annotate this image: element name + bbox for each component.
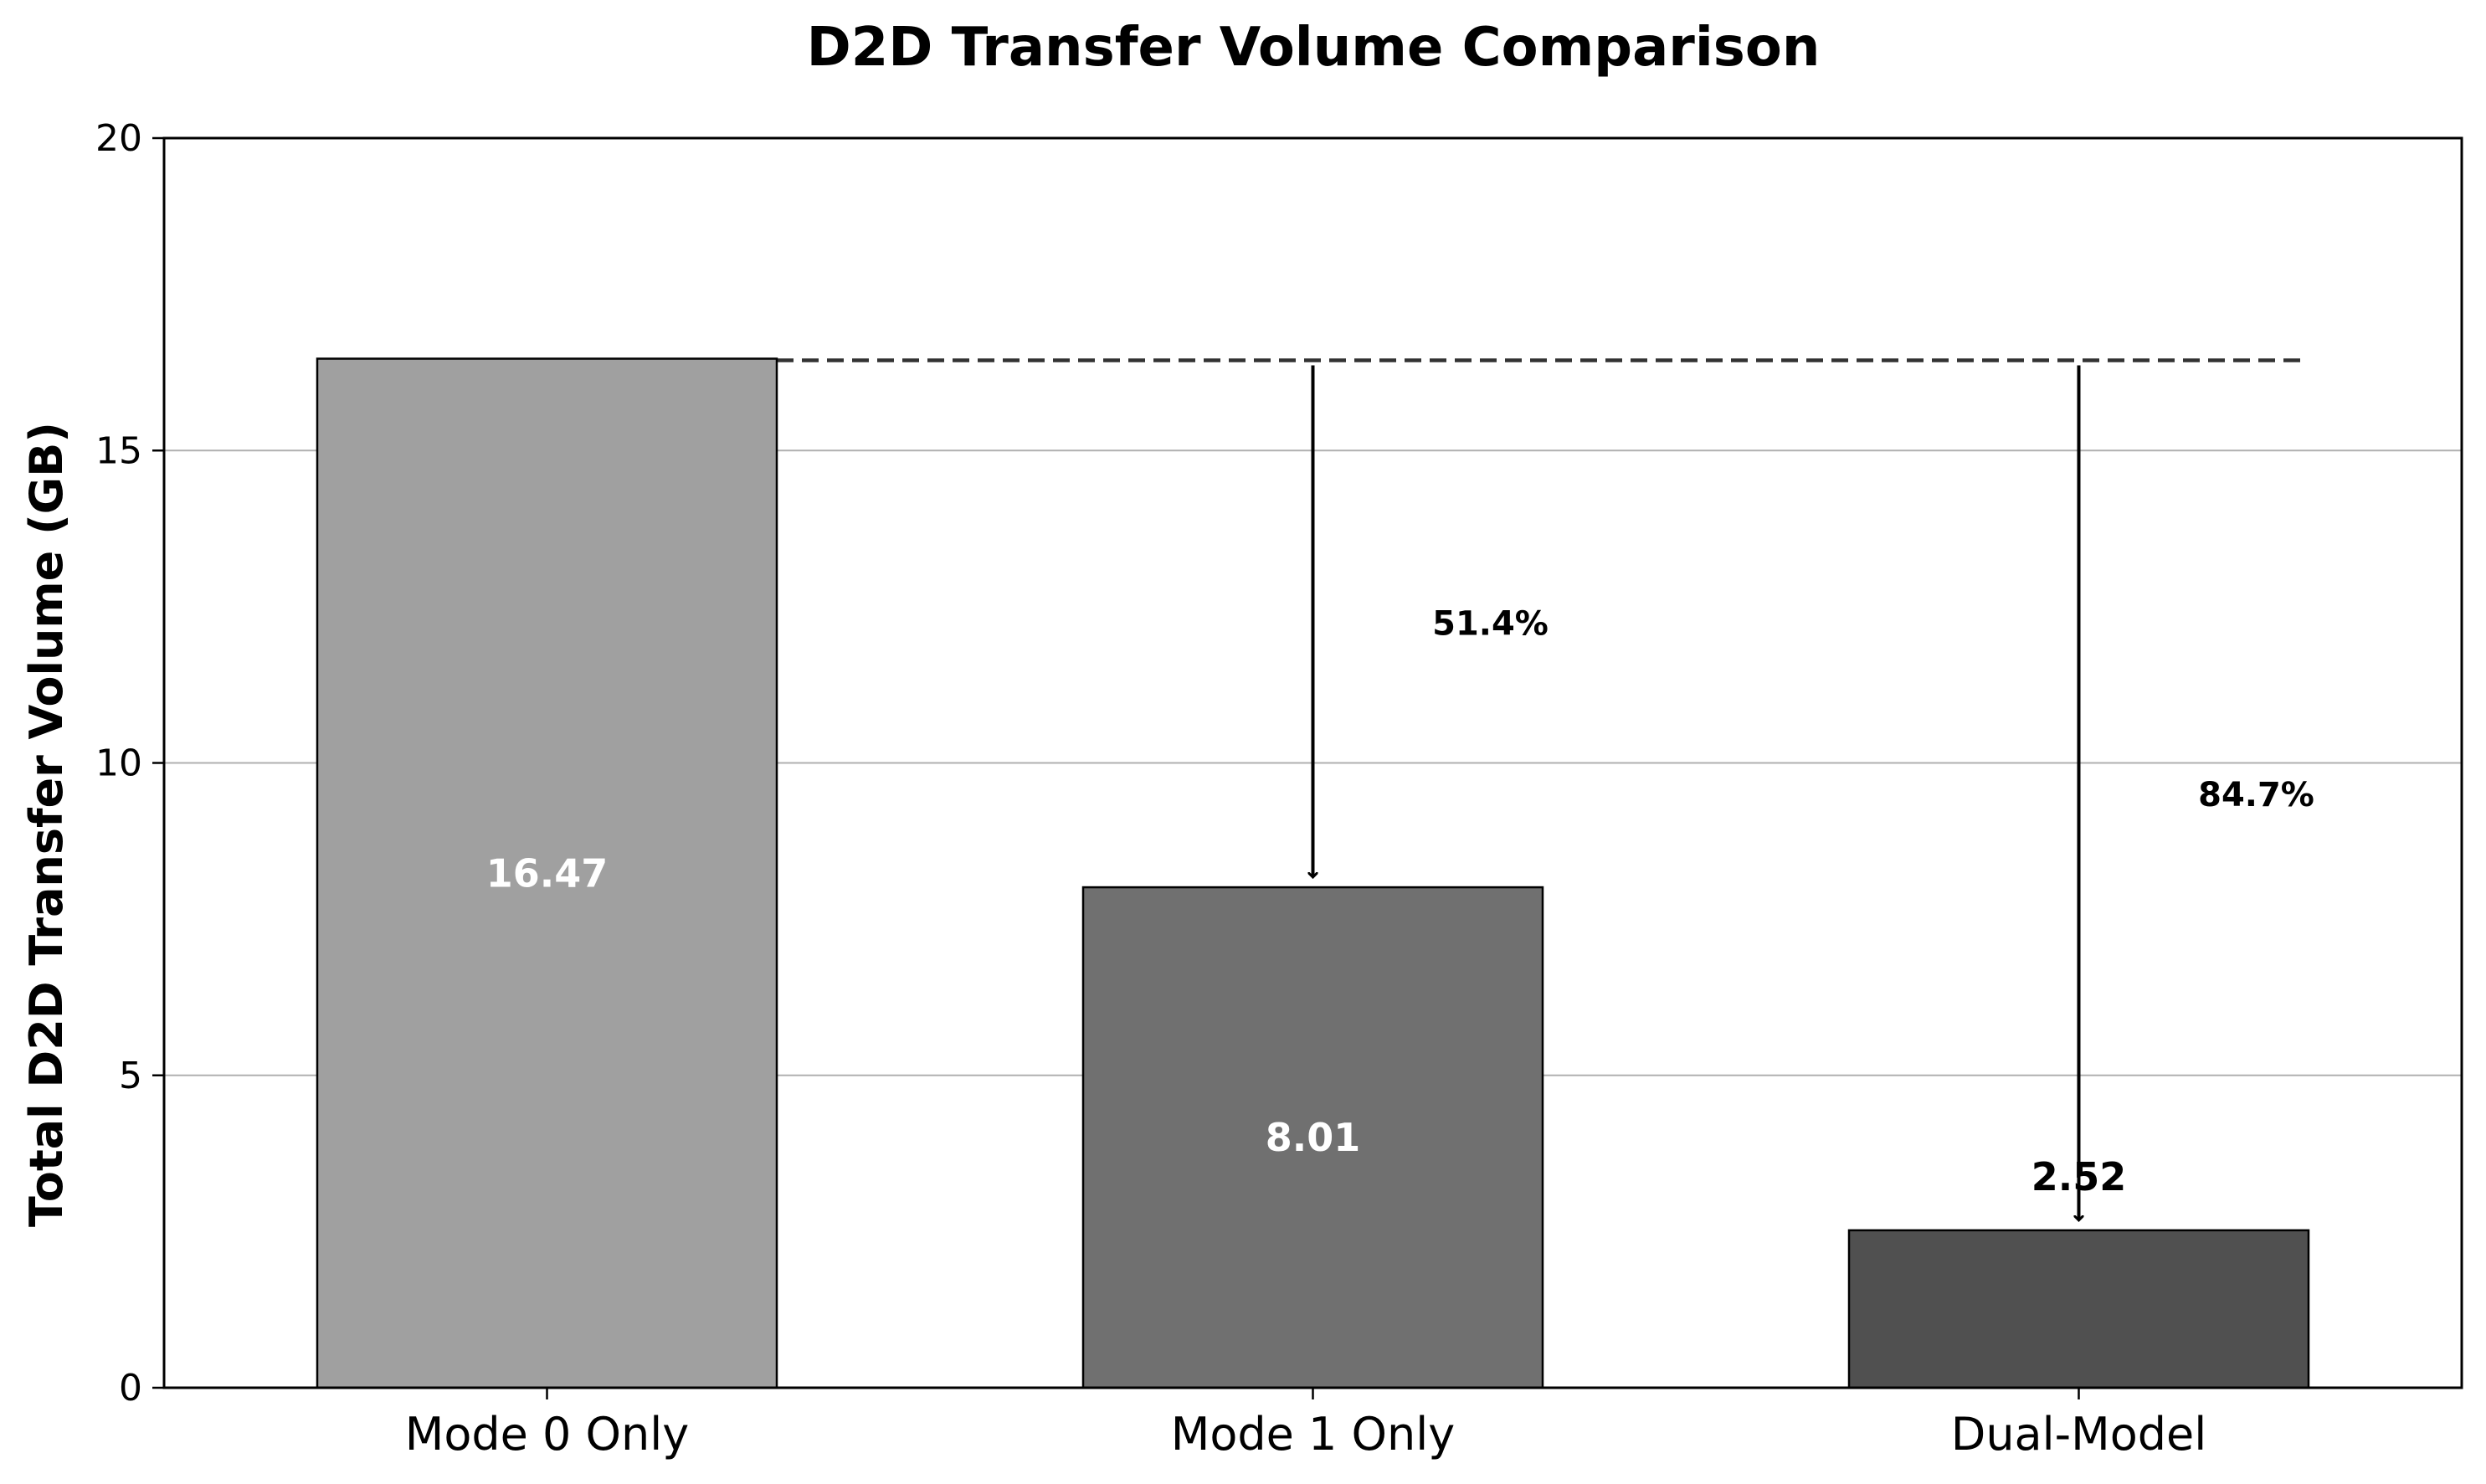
y-tick-label: 10 [95,742,142,785]
y-tick-label: 0 [119,1367,142,1410]
annotations: 51.4% 84.7% [1313,365,2314,1220]
chart-title: D2D Transfer Volume Comparison [807,17,1821,79]
bar-value-label: 8.01 [1266,1115,1361,1160]
reduction-percent-label: 51.4% [1432,604,1549,643]
tick-labels: 0 5 10 15 20 Mode 0 Only Mode 1 Only Dual-Model [95,117,2206,1461]
y-tick-label: 15 [95,429,142,472]
bar [1847,1229,2310,1389]
x-tick-label: Dual-Model [1951,1408,2207,1461]
y-tick-label: 5 [119,1055,142,1097]
reduction-percent-label: 84.7% [2198,776,2314,814]
bar-value-label: 16.47 [486,850,609,896]
axes [152,136,2463,1399]
y-tick-label: 20 [95,117,142,160]
bar [316,357,778,1389]
plot-frame [162,136,2463,1389]
x-tick-label: Mode 0 Only [405,1408,690,1461]
x-tick-label: Mode 1 Only [1171,1408,1456,1461]
bar [1081,886,1544,1389]
bars: 16.478.012.52 [316,357,2310,1389]
y-axis-label: Total D2D Transfer Volume (GB) [20,422,73,1227]
